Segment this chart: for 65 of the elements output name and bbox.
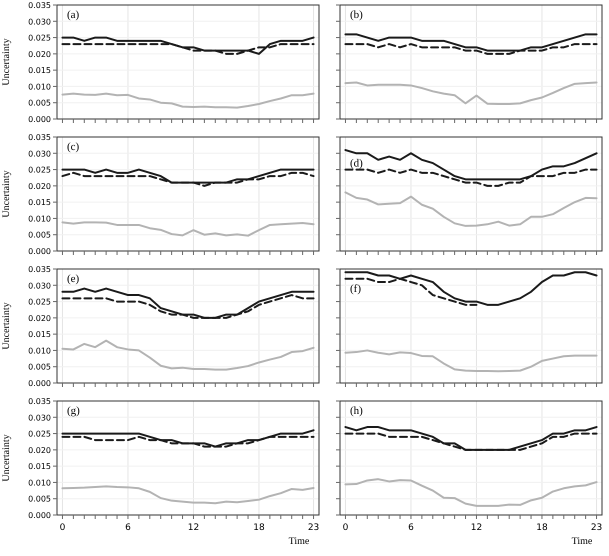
y-tick-label: 0.010 [28, 214, 51, 224]
line-series [61, 36, 315, 55]
y-tick-label: 0.010 [28, 478, 51, 488]
annotation: (a) [67, 9, 80, 21]
y-tick-label: 0.005 [28, 494, 51, 504]
y-tick-label: 0.000 [28, 115, 51, 124]
line-series [61, 221, 315, 237]
y-tick-label: 0.035 [28, 1, 51, 10]
y-tick-label: 0.025 [28, 34, 51, 43]
y-tick-label: 0.000 [28, 247, 51, 256]
y-tick-label: 0.030 [28, 281, 51, 290]
y-tick-label: 0.015 [28, 330, 51, 340]
y-tick-label: 0.015 [28, 198, 51, 208]
annotation: (d) [350, 157, 364, 170]
y-tick-label: 0.030 [28, 17, 51, 26]
x-tick-label: 18 [536, 523, 548, 533]
annotation: (c) [67, 141, 80, 153]
y-tick-label: 0.010 [28, 346, 51, 356]
line-series [61, 92, 315, 109]
x-axis-title: Time [572, 536, 593, 547]
line-series [61, 288, 315, 319]
annotation: (f) [350, 282, 362, 295]
x-tick-label: 23 [308, 523, 320, 533]
y-tick-label: 0.030 [28, 149, 51, 158]
y-tick-label: 0.000 [28, 511, 51, 520]
y-tick-label: 0.020 [28, 50, 51, 59]
y-tick-label: 0.025 [28, 298, 51, 307]
x-tick-label: 0 [60, 523, 66, 533]
annotation: (g) [67, 405, 80, 417]
y-axis-title: Uncertainty [1, 170, 12, 218]
x-tick-label: 0 [342, 523, 349, 533]
annotation: (h) [350, 405, 364, 417]
x-tick-label: 12 [470, 523, 482, 533]
annotation: (e) [67, 273, 80, 285]
line-series [61, 172, 315, 187]
y-tick-label: 0.015 [28, 462, 51, 472]
y-tick-label: 0.005 [28, 362, 51, 372]
y-tick-label: 0.000 [28, 379, 51, 388]
y-tick-label: 0.005 [28, 98, 51, 108]
line-series [61, 340, 315, 371]
y-tick-label: 0.015 [28, 66, 51, 76]
x-tick-label: 6 [125, 523, 132, 533]
y-tick-label: 0.025 [28, 166, 51, 175]
line-series [61, 168, 315, 184]
y-tick-label: 0.020 [28, 182, 51, 191]
annotation: (b) [350, 9, 364, 21]
line-series [61, 485, 315, 504]
line-series [61, 429, 315, 448]
y-tick-label: 0.025 [28, 430, 51, 439]
x-axis-title: Time [288, 536, 310, 547]
y-axis-title: Uncertainty [1, 302, 12, 350]
y-axis-title: Uncertainty [1, 38, 12, 86]
x-tick-label: 6 [408, 523, 414, 533]
x-tick-label: 18 [253, 523, 265, 533]
y-tick-label: 0.020 [28, 314, 51, 323]
x-tick-label: 23 [590, 523, 602, 533]
y-tick-label: 0.010 [28, 82, 51, 92]
y-tick-label: 0.035 [28, 265, 51, 274]
y-axis-title: Uncertainty [1, 434, 12, 482]
y-tick-label: 0.005 [28, 230, 51, 240]
x-tick-label: 12 [188, 523, 200, 533]
y-tick-label: 0.035 [28, 397, 51, 406]
y-tick-label: 0.035 [28, 133, 51, 142]
y-tick-label: 0.030 [28, 413, 51, 422]
y-tick-label: 0.020 [28, 446, 51, 455]
